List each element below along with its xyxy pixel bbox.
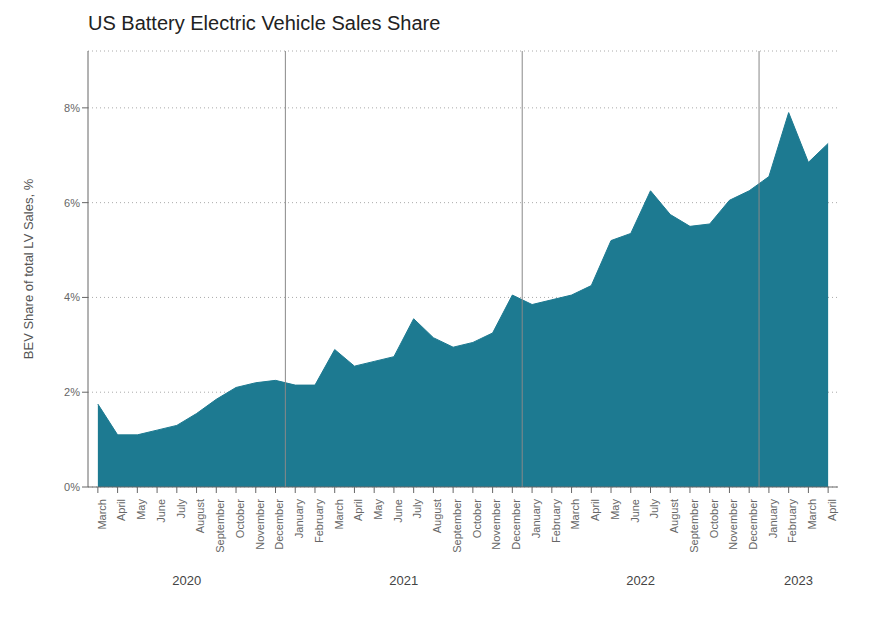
svg-text:February: February [313, 499, 325, 544]
svg-text:July: July [411, 499, 423, 519]
svg-text:August: August [194, 499, 206, 533]
svg-text:April: April [115, 499, 127, 521]
svg-text:June: June [155, 499, 167, 523]
svg-text:October: October [234, 499, 246, 538]
svg-text:February: February [550, 499, 562, 544]
svg-text:December: December [747, 499, 759, 550]
svg-text:January: January [530, 499, 542, 539]
svg-text:April: April [352, 499, 364, 521]
svg-text:September: September [451, 499, 463, 553]
html-text:2020: 2020 [172, 573, 202, 588]
svg-text:4%: 4% [64, 291, 80, 303]
html-text:US Battery Electric Vehicle Sa: US Battery Electric Vehicle Sales Share [88, 12, 441, 34]
svg-text:November: November [490, 499, 502, 550]
svg-text:January: January [293, 499, 305, 539]
svg-text:November: November [727, 499, 739, 550]
html-text:2023: 2023 [784, 573, 813, 588]
html-text:2022: 2022 [626, 573, 656, 588]
svg-text:March: March [333, 499, 345, 530]
svg-text:BEV Share of total LV Sales, %: BEV Share of total LV Sales, % [21, 178, 36, 359]
svg-text:December: December [273, 499, 285, 550]
svg-text:July: July [648, 499, 660, 519]
svg-text:8%: 8% [64, 102, 80, 114]
svg-text:0%: 0% [64, 481, 80, 493]
svg-text:October: October [471, 499, 483, 538]
svg-text:March: March [569, 499, 581, 530]
svg-text:May: May [609, 499, 621, 520]
svg-text:June: June [629, 499, 641, 523]
svg-text:February: February [786, 499, 798, 544]
svg-text:September: September [214, 499, 226, 553]
svg-text:March: March [806, 499, 818, 530]
svg-text:6%: 6% [64, 197, 80, 209]
svg-text:August: August [431, 499, 443, 533]
svg-text:May: May [135, 499, 147, 520]
svg-text:October: October [708, 499, 720, 538]
svg-text:April: April [589, 499, 601, 521]
svg-text:November: November [254, 499, 266, 550]
svg-text:December: December [510, 499, 522, 550]
svg-text:August: August [668, 499, 680, 533]
svg-text:March: March [96, 499, 108, 530]
svg-text:April: April [826, 499, 838, 521]
svg-text:July: July [175, 499, 187, 519]
svg-text:June: June [392, 499, 404, 523]
html-text:2021: 2021 [389, 573, 419, 588]
svg-text:September: September [688, 499, 700, 553]
svg-text:May: May [372, 499, 384, 520]
svg-text:2%: 2% [64, 386, 80, 398]
svg-text:January: January [767, 499, 779, 539]
